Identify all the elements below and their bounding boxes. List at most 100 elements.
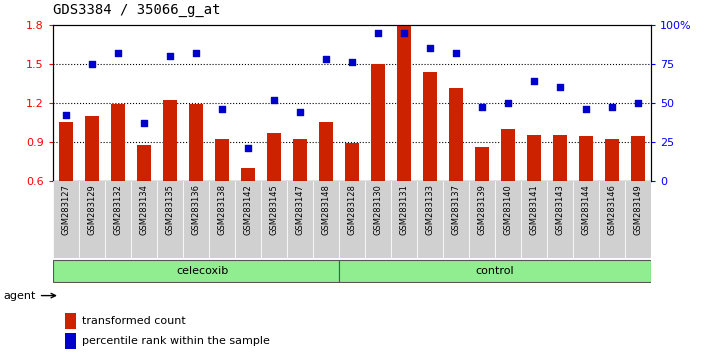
Bar — [599, 181, 625, 258]
Bar — [183, 181, 209, 258]
Bar — [131, 181, 157, 258]
Point — [268, 97, 279, 102]
Bar — [527, 135, 541, 181]
Bar — [241, 167, 255, 181]
Text: GSM283148: GSM283148 — [322, 184, 330, 235]
Point — [60, 112, 71, 118]
Point — [164, 53, 175, 59]
Bar — [391, 181, 417, 258]
Text: GSM283127: GSM283127 — [61, 184, 70, 235]
Bar — [475, 147, 489, 181]
Bar — [215, 139, 229, 181]
Bar — [495, 181, 521, 258]
Bar — [53, 181, 79, 258]
Point — [503, 100, 514, 105]
Text: GDS3384 / 35066_g_at: GDS3384 / 35066_g_at — [53, 3, 220, 17]
Bar — [501, 129, 515, 181]
Bar — [521, 181, 547, 258]
Bar — [84, 116, 99, 181]
Point — [633, 100, 644, 105]
Bar — [53, 260, 339, 282]
Text: control: control — [476, 266, 515, 276]
Bar — [365, 181, 391, 258]
Text: GSM283139: GSM283139 — [477, 184, 486, 235]
Text: transformed count: transformed count — [82, 316, 185, 326]
Bar — [345, 143, 359, 181]
Bar — [209, 181, 235, 258]
Point — [86, 61, 97, 67]
Text: GSM283142: GSM283142 — [244, 184, 253, 235]
Bar — [58, 122, 73, 181]
Bar — [417, 181, 443, 258]
Point — [372, 30, 384, 35]
Point — [320, 56, 332, 62]
Text: GSM283129: GSM283129 — [87, 184, 96, 235]
Bar — [267, 132, 281, 181]
Bar — [105, 181, 131, 258]
Bar — [339, 181, 365, 258]
Bar — [449, 88, 463, 181]
Text: GSM283131: GSM283131 — [400, 184, 408, 235]
Text: GSM283134: GSM283134 — [139, 184, 149, 235]
Bar — [313, 181, 339, 258]
Bar — [111, 104, 125, 181]
Bar — [189, 104, 203, 181]
Bar — [163, 100, 177, 181]
Bar — [261, 181, 287, 258]
Text: GSM283140: GSM283140 — [503, 184, 513, 235]
Bar — [339, 260, 651, 282]
Point — [451, 50, 462, 56]
Bar — [137, 145, 151, 181]
Bar — [371, 64, 385, 181]
Point — [242, 145, 253, 151]
Bar — [319, 122, 333, 181]
Bar — [573, 181, 599, 258]
Bar — [397, 25, 411, 181]
Bar — [547, 181, 573, 258]
Text: GSM283132: GSM283132 — [113, 184, 122, 235]
Bar — [553, 135, 567, 181]
Point — [138, 120, 149, 126]
Bar — [423, 72, 437, 181]
Point — [112, 50, 123, 56]
Text: GSM283130: GSM283130 — [374, 184, 382, 235]
Text: GSM283138: GSM283138 — [218, 184, 227, 235]
Point — [529, 78, 540, 84]
Text: GSM283136: GSM283136 — [191, 184, 201, 235]
Bar — [605, 139, 620, 181]
Bar — [65, 313, 75, 329]
Point — [555, 84, 566, 90]
Text: GSM283133: GSM283133 — [425, 184, 434, 235]
Bar — [157, 181, 183, 258]
Bar — [443, 181, 469, 258]
Bar — [293, 139, 307, 181]
Text: GSM283146: GSM283146 — [608, 184, 617, 235]
Bar — [79, 181, 105, 258]
Text: GSM283137: GSM283137 — [451, 184, 460, 235]
Point — [581, 106, 592, 112]
Text: GSM283128: GSM283128 — [348, 184, 356, 235]
Text: GSM283145: GSM283145 — [270, 184, 279, 235]
Point — [294, 109, 306, 115]
Point — [477, 104, 488, 110]
Text: agent: agent — [4, 291, 56, 301]
Text: GSM283147: GSM283147 — [296, 184, 304, 235]
Point — [190, 50, 201, 56]
Text: GSM283149: GSM283149 — [634, 184, 643, 235]
Point — [425, 45, 436, 51]
Bar — [287, 181, 313, 258]
Text: GSM283141: GSM283141 — [529, 184, 539, 235]
Text: GSM283135: GSM283135 — [165, 184, 175, 235]
Bar — [631, 136, 646, 181]
Point — [398, 30, 410, 35]
Bar — [469, 181, 495, 258]
Bar — [625, 181, 651, 258]
Bar — [65, 333, 75, 349]
Point — [216, 106, 227, 112]
Text: percentile rank within the sample: percentile rank within the sample — [82, 336, 270, 346]
Point — [607, 104, 618, 110]
Bar — [235, 181, 261, 258]
Text: GSM283144: GSM283144 — [582, 184, 591, 235]
Point — [346, 59, 358, 65]
Text: celecoxib: celecoxib — [176, 266, 229, 276]
